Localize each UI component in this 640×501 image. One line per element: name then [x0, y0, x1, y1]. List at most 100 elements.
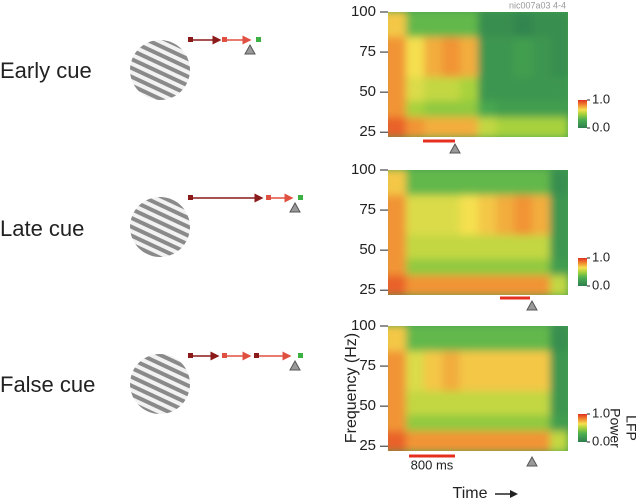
heatmap-cell [478, 233, 497, 260]
heatmap-cell [442, 193, 461, 236]
condition-label: False cue [0, 372, 95, 397]
heatmap-cell [532, 12, 551, 38]
heatmap-cell [442, 389, 461, 416]
heatmap-cell [460, 257, 479, 276]
heatmap-cell [550, 273, 568, 295]
heatmap-cell [532, 35, 551, 78]
heatmap-cell [442, 35, 461, 78]
heatmap-cell [496, 193, 515, 236]
heatmap-cell [550, 12, 568, 38]
heatmap-cell [442, 257, 461, 276]
heatmap-cell [532, 429, 551, 451]
heatmap-cell [424, 273, 443, 295]
heatmap-cell [478, 193, 497, 236]
cue-markers [409, 139, 538, 498]
heatmap-cell [424, 326, 443, 352]
y-tick-label: 50 [359, 397, 376, 414]
heatmap-cell [550, 99, 568, 118]
heatmap-cell [550, 233, 568, 260]
heatmap-cell [442, 233, 461, 260]
note: nic007a03 4-4 [509, 0, 566, 10]
heatmap-cell [406, 170, 425, 196]
heatmap-cell [406, 326, 425, 352]
heatmap-cell [406, 429, 425, 451]
heatmap-cell [388, 35, 407, 78]
heatmap-cell [496, 170, 515, 196]
heatmap-cell [496, 349, 515, 392]
heatmap-cell [478, 257, 497, 276]
heatmap-cell [514, 12, 533, 38]
heatmap-cell [532, 389, 551, 416]
colorbar-label: LFP [623, 415, 639, 441]
heatmap-cell [388, 99, 407, 118]
y-tick-label: 100 [351, 317, 376, 334]
heatmap-cell [550, 349, 568, 392]
heatmap-cell [406, 99, 425, 118]
heatmap-cell [496, 413, 515, 432]
heatmap-cell [424, 170, 443, 196]
heatmap-cell [532, 115, 551, 137]
heatmap-cell [478, 429, 497, 451]
y-tick-label: 100 [351, 3, 376, 20]
heatmap-cell [514, 273, 533, 295]
heatmap-cell [388, 115, 407, 137]
heatmap-cell [496, 99, 515, 118]
colorbar-tick-label: 0.0 [592, 119, 610, 134]
heatmap-cell [424, 115, 443, 137]
heatmap-cell [424, 75, 443, 102]
colorbar [578, 100, 587, 128]
heatmap-cell [478, 115, 497, 137]
colorbar-tick-label: 0.0 [592, 433, 610, 448]
heatmap-cell [532, 257, 551, 276]
colorbar-tick-label: 1.0 [592, 91, 610, 106]
heatmap-cell [460, 115, 479, 137]
heatmap-cell [442, 429, 461, 451]
heatmap-cell [550, 115, 568, 137]
heatmap-cell [532, 349, 551, 392]
heatmap-cell [550, 326, 568, 352]
heatmap-cell [478, 349, 497, 392]
heatmap-cell [388, 233, 407, 260]
heatmap-cell [406, 413, 425, 432]
heatmap-cell [532, 273, 551, 295]
heatmap-cell [514, 389, 533, 416]
stimulus-icons [130, 35, 303, 414]
heatmap-cell [478, 75, 497, 102]
heatmap-cell [460, 12, 479, 38]
heatmap-cell [442, 413, 461, 432]
heatmap [388, 12, 568, 137]
heatmap-cell [496, 115, 515, 137]
heatmap-cell [550, 170, 568, 196]
heatmap-cell [424, 99, 443, 118]
heatmap-cell [388, 12, 407, 38]
heatmap-cell [388, 257, 407, 276]
heatmap-cell [460, 349, 479, 392]
y-tick-label: 25 [359, 437, 376, 454]
heatmap-cell [514, 326, 533, 352]
heatmap-cell [388, 273, 407, 295]
heatmap-cell [496, 75, 515, 102]
x-axis-label: Time [453, 485, 488, 501]
heatmap-cell [478, 99, 497, 118]
heatmap-cell [406, 349, 425, 392]
heatmap-cell [550, 35, 568, 78]
heatmap-cell [406, 193, 425, 236]
heatmap-cell [496, 233, 515, 260]
heatmap-cell [460, 99, 479, 118]
heatmap-cells [388, 12, 568, 137]
heatmap-cell [550, 75, 568, 102]
heatmap-cell [478, 35, 497, 78]
heatmap-cell [442, 349, 461, 392]
heatmap-cell [388, 326, 407, 352]
heatmap-cell [514, 413, 533, 432]
heatmap-cell [406, 233, 425, 260]
heatmap-cell [514, 99, 533, 118]
heatmap-cell [424, 389, 443, 416]
heatmap [388, 170, 568, 295]
heatmap-cell [388, 429, 407, 451]
heatmap-cell [460, 429, 479, 451]
heatmap-cell [532, 99, 551, 118]
y-tick-label: 25 [359, 123, 376, 140]
annotation: 800 ms [411, 457, 454, 472]
y-axis-label: Frequency (Hz) [343, 333, 360, 443]
